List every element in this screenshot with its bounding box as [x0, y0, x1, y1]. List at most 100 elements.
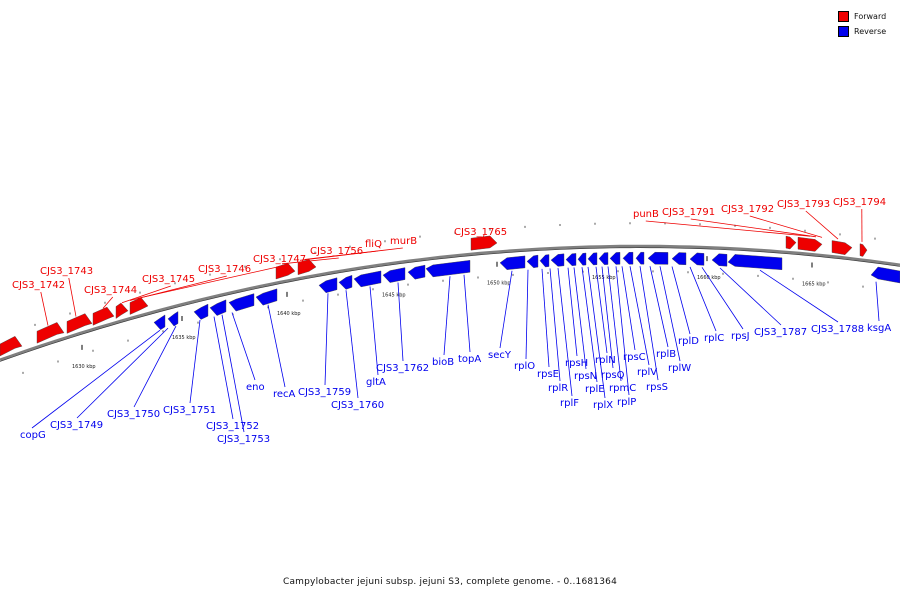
forward-gene-arrow: [785, 235, 797, 250]
reverse-gene-label: rplP: [617, 397, 636, 408]
forward-gene-arrow: [0, 336, 23, 357]
reverse-gene-label: recA: [273, 389, 296, 400]
reverse-leader-line: [639, 266, 659, 381]
reverse-gene-label: CJS3_1787: [754, 327, 807, 338]
reverse-gene-label: rpsQ: [601, 370, 625, 381]
forward-leader-line: [68, 277, 77, 317]
forward-leader-line: [749, 215, 823, 238]
kbp-tick-label: 1665 kbp: [802, 282, 826, 288]
reverse-leader-line: [499, 270, 513, 349]
genome-axis-shadow: [0, 247, 900, 362]
reverse-gene-label: rpsN: [574, 371, 597, 382]
reverse-gene-arrow: [587, 252, 598, 266]
reverse-gene-arrow: [577, 252, 587, 266]
reverse-leader-line: [463, 274, 471, 353]
reverse-gene-label: rpsH: [565, 358, 588, 369]
forward-gene-arrow: [470, 235, 498, 251]
reverse-leader-line: [324, 293, 329, 386]
reverse-gene-label: CJS3_1749: [50, 420, 103, 431]
reverse-leader-line: [213, 316, 234, 420]
forward-gene-arrow: [859, 243, 868, 257]
reverse-leader-line: [607, 266, 622, 382]
reverse-leader-line: [557, 268, 573, 397]
forward-leader-line: [137, 265, 282, 299]
reverse-gene-arrow: [167, 311, 179, 327]
reverse-gene-arrow: [526, 254, 539, 269]
reverse-gene-arrow: [727, 254, 783, 271]
reverse-gene-label: bioB: [432, 357, 454, 368]
reverse-gene-label: CJS3_1759: [298, 387, 351, 398]
reverse-leader-line: [267, 304, 286, 388]
reverse-gene-arrow: [609, 252, 621, 265]
forward-gene-arrow: [36, 322, 65, 344]
reverse-gene-arrow: [671, 252, 687, 266]
reverse-gene-arrow: [153, 314, 166, 331]
forward-gene-arrow: [297, 259, 317, 275]
forward-gene-arrow: [797, 236, 823, 252]
reverse-gene-arrow: [338, 275, 353, 290]
kbp-tick-label: 1630 kbp: [72, 364, 96, 370]
reverse-leader-line: [701, 267, 744, 330]
reverse-leader-line: [31, 329, 161, 429]
forward-gene-label: CJS3_1744: [84, 285, 137, 296]
forward-gene-arrow: [275, 263, 296, 280]
reverse-leader-line: [189, 319, 201, 404]
reverse-gene-label: CJS3_1760: [331, 400, 384, 411]
forward-gene-label: CJS3_1746: [198, 264, 251, 275]
reverse-gene-label: rpsJ: [731, 331, 750, 342]
forward-gene-arrow: [115, 302, 129, 319]
reverse-gene-arrow: [228, 293, 255, 312]
forward-leader-line: [304, 247, 403, 260]
reverse-leader-line: [629, 266, 650, 366]
forward-gene-arrow: [92, 306, 115, 326]
legend-forward: Forward: [838, 9, 886, 24]
reverse-leader-line: [541, 268, 550, 368]
reverse-gene-label: rplD: [678, 336, 699, 347]
reverse-leader-line: [621, 266, 636, 351]
reverse-gene-arrow: [382, 267, 406, 283]
reverse-leader-line: [76, 327, 169, 419]
reverse-gene-arrow: [635, 251, 645, 265]
reverse-gene-arrow: [353, 270, 382, 288]
legend: Forward Reverse: [838, 9, 886, 39]
reverse-leader-line: [671, 266, 691, 335]
reverse-gene-label: ksgA: [867, 323, 891, 334]
reverse-leader-line: [397, 282, 404, 362]
reverse-gene-label: rplE: [585, 384, 605, 395]
forward-gene-label: CJS3_1747: [253, 254, 306, 265]
reverse-gene-arrow: [193, 303, 209, 320]
forward-gene-label: CJS3_1793: [777, 199, 830, 210]
forward-gene-label: CJS3_1765: [454, 227, 507, 238]
reverse-gene-label: CJS3_1788: [811, 324, 864, 335]
forward-gene-label: CJS3_1792: [721, 204, 774, 215]
reverse-leader-line: [369, 286, 379, 376]
forward-gene-arrow: [831, 240, 853, 255]
reverse-gene-label: CJS3_1752: [206, 421, 259, 432]
reverse-leader-line: [615, 266, 630, 396]
reverse-gene-label: copG: [20, 430, 46, 441]
legend-forward-label: Forward: [854, 12, 887, 21]
legend-reverse-label: Reverse: [854, 27, 887, 36]
reverse-gene-label: gltA: [366, 377, 386, 388]
kbp-tick-label: 1650 kbp: [487, 281, 511, 287]
reverse-leader-line: [759, 269, 839, 323]
reverse-leader-line: [573, 267, 587, 370]
legend-reverse: Reverse: [838, 24, 886, 39]
map-caption: Campylobacter jejuni subsp. jejuni S3, c…: [282, 577, 618, 587]
forward-gene-label: fliQ: [365, 239, 382, 250]
reverse-gene-label: CJS3_1753: [217, 434, 270, 445]
forward-leader-line: [645, 220, 811, 237]
reverse-gene-arrow: [870, 266, 900, 284]
reverse-gene-label: topA: [458, 354, 481, 365]
reverse-gene-label: CJS3_1762: [376, 363, 429, 374]
reverse-leader-line: [549, 268, 561, 382]
forward-leader-line: [690, 218, 817, 238]
reverse-gene-label: rplN: [595, 355, 616, 366]
reverse-leader-line: [875, 281, 880, 322]
kbp-tick-label: 1635 kbp: [172, 335, 196, 341]
reverse-leader-line: [443, 276, 451, 356]
reverse-leader-line: [345, 290, 359, 399]
genome-axis: [0, 244, 900, 362]
forward-gene-label: CJS3_1742: [12, 280, 65, 291]
